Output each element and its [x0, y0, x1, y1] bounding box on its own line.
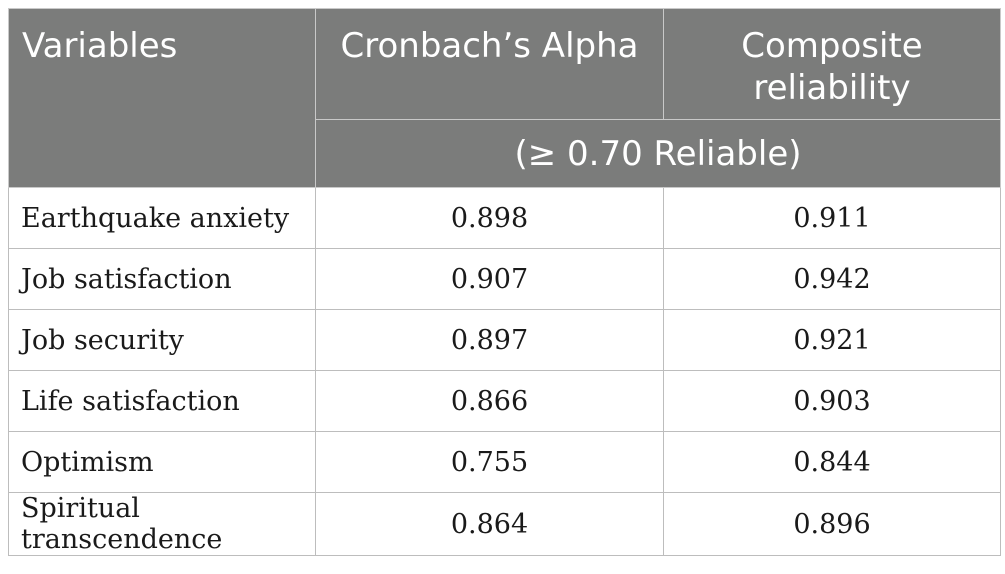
cell-composite: 0.942 — [663, 248, 1001, 310]
cell-variable: Spiritual transcendence — [8, 492, 316, 556]
reliability-table-container: Variables Cronbach’s Alpha Composite rel… — [8, 8, 1001, 556]
cell-alpha: 0.755 — [315, 431, 664, 493]
header-row: Variables Cronbach’s Alpha Composite rel… — [8, 8, 1001, 188]
header-subrow: (≥ 0.70 Reliable) — [9, 119, 1001, 188]
cell-alpha: 0.907 — [315, 248, 664, 310]
table-row: Job satisfaction 0.907 0.942 — [8, 248, 1001, 310]
cell-composite: 0.921 — [663, 309, 1001, 371]
cell-composite: 0.903 — [663, 370, 1001, 432]
cell-composite: 0.896 — [663, 492, 1001, 556]
header-composite-reliability: Composite reliability — [663, 8, 1001, 120]
cell-alpha: 0.866 — [315, 370, 664, 432]
table-row: Spiritual transcendence 0.864 0.896 — [8, 492, 1001, 556]
table-row: Optimism 0.755 0.844 — [8, 431, 1001, 493]
table-header: Variables Cronbach’s Alpha Composite rel… — [8, 8, 1001, 188]
cell-composite: 0.844 — [663, 431, 1001, 493]
cell-variable: Life satisfaction — [8, 370, 316, 432]
table-row: Earthquake anxiety 0.898 0.911 — [8, 187, 1001, 249]
cell-variable: Job satisfaction — [8, 248, 316, 310]
cell-composite: 0.911 — [663, 187, 1001, 249]
cell-alpha: 0.898 — [315, 187, 664, 249]
header-threshold: (≥ 0.70 Reliable) — [315, 119, 1001, 188]
table-row: Job security 0.897 0.921 — [8, 309, 1001, 371]
table-row: Life satisfaction 0.866 0.903 — [8, 370, 1001, 432]
cell-variable: Earthquake anxiety — [8, 187, 316, 249]
cell-alpha: 0.864 — [315, 492, 664, 556]
header-cronbach-alpha: Cronbach’s Alpha — [315, 8, 664, 120]
cell-alpha: 0.897 — [315, 309, 664, 371]
header-variables: Variables — [8, 8, 316, 188]
reliability-table: Variables Cronbach’s Alpha Composite rel… — [8, 8, 1001, 556]
cell-variable: Job security — [8, 309, 316, 371]
cell-variable: Optimism — [8, 431, 316, 493]
table-body: Earthquake anxiety 0.898 0.911 Job satis… — [8, 187, 1001, 556]
